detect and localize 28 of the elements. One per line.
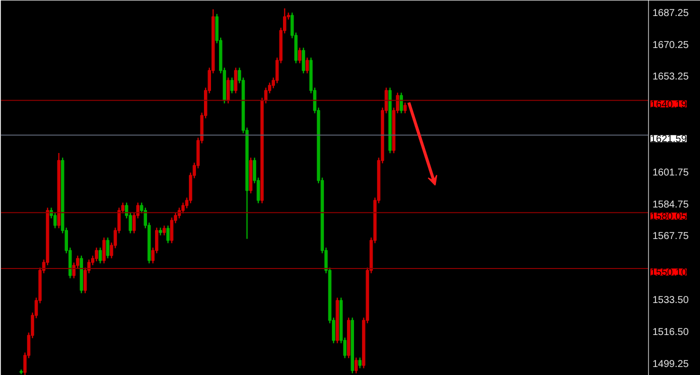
candlestick xyxy=(400,92,403,114)
candlestick xyxy=(298,47,302,64)
candlestick xyxy=(358,356,362,369)
candlestick xyxy=(403,102,407,114)
candlestick xyxy=(234,67,238,94)
candlestick xyxy=(302,47,306,74)
y-tick-label: 1687.25 xyxy=(652,8,690,20)
y-tick-label: 1601.75 xyxy=(652,168,690,179)
candlestick xyxy=(94,247,98,262)
y-tick-label: 1670.25 xyxy=(652,40,690,51)
candlestick xyxy=(98,247,102,264)
candlestick xyxy=(162,225,166,236)
candlestick xyxy=(230,76,234,94)
candlestick xyxy=(106,236,110,259)
y-tick-label: 1653.25 xyxy=(652,72,690,83)
y-tick-label: 1584.75 xyxy=(652,199,690,210)
y-tick-label: 1516.50 xyxy=(652,326,690,338)
y-tick-label: 1567.75 xyxy=(652,231,690,242)
ref-line-label: 1640.19 xyxy=(650,99,688,110)
y-tick-label: 1533.50 xyxy=(652,295,690,306)
candlestick xyxy=(226,76,230,104)
candlestick xyxy=(354,356,358,374)
candlestick xyxy=(166,225,170,244)
candlestick xyxy=(102,236,106,264)
y-tick-label: 1499.25 xyxy=(652,358,690,370)
candlestick xyxy=(306,57,309,74)
ref-line-label: 1550.10 xyxy=(650,268,688,279)
candlestick xyxy=(170,216,174,244)
